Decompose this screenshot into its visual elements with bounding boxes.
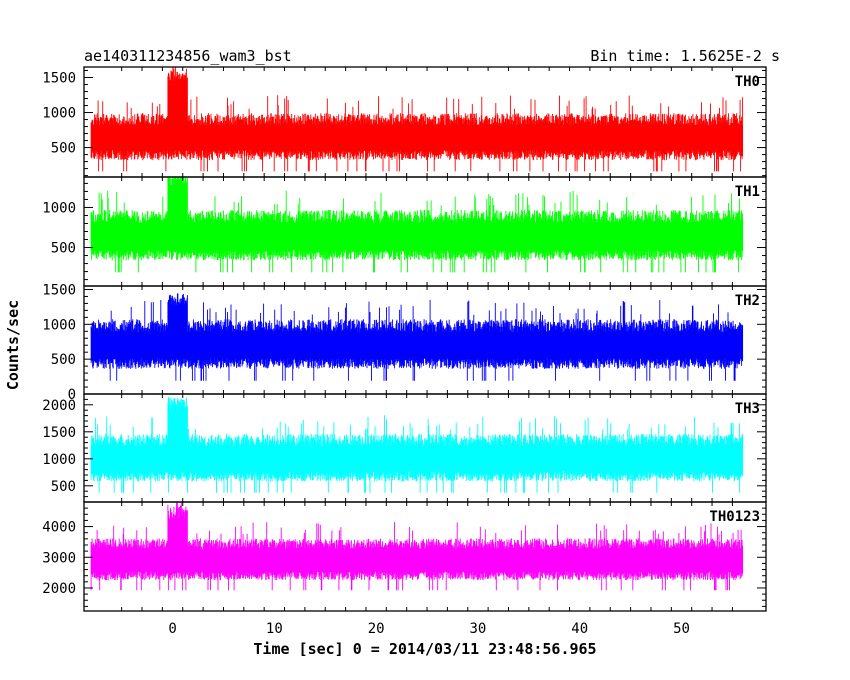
panel-label: TH0 xyxy=(735,74,760,90)
chart-title-right: Bin time: 1.5625E-2 s xyxy=(590,47,780,65)
x-axis-label: Time [sec] 0 = 2014/03/11 23:48:56.965 xyxy=(253,640,596,658)
x-tick-label: 30 xyxy=(470,621,487,637)
y-tick-label: 500 xyxy=(51,141,76,157)
y-tick-label: 1000 xyxy=(42,452,76,468)
y-tick-label: 1500 xyxy=(42,71,76,87)
y-tick-label: 2000 xyxy=(42,581,76,597)
series-th0 xyxy=(90,67,744,172)
y-tick-label: 500 xyxy=(51,479,76,495)
y-tick-label: 1000 xyxy=(42,317,76,333)
y-axis-label: Counts/sec xyxy=(4,300,22,390)
series-th1 xyxy=(90,177,744,273)
panel-label: TH2 xyxy=(735,293,760,309)
panel-label: TH1 xyxy=(735,184,760,200)
panel-th0123: 2000 3000 4000 TH0123 xyxy=(42,501,767,612)
x-tick-label: 0 xyxy=(168,621,176,637)
y-tick-label: 1000 xyxy=(42,106,76,122)
series-th3 xyxy=(90,396,744,493)
y-tick-label: 0 xyxy=(68,387,76,403)
panel-th3: 500 1000 1500 2000 TH3 xyxy=(42,393,767,503)
x-tick-label: 10 xyxy=(266,621,283,637)
chart-title-left: ae140311234856_wam3_bst xyxy=(84,47,292,65)
y-tick-label: 1500 xyxy=(42,425,76,441)
series-th0123 xyxy=(90,502,744,591)
panel-label: TH0123 xyxy=(709,509,760,525)
panel-th1: 500 1000 TH1 xyxy=(42,176,767,287)
series-th2 xyxy=(90,293,744,381)
y-tick-label: 500 xyxy=(51,241,76,257)
y-tick-label: 4000 xyxy=(42,520,76,536)
y-tick-label: 500 xyxy=(51,352,76,368)
panel-frame xyxy=(83,501,767,612)
panel-label: TH3 xyxy=(735,401,760,417)
x-tick-label: 40 xyxy=(571,621,588,637)
y-tick-label: 1500 xyxy=(42,282,76,298)
x-tick-label: 50 xyxy=(673,621,690,637)
panel-th0: 500 1000 1500 TH0 xyxy=(42,66,767,178)
panel-th2: 0 500 1000 1500 TH2 xyxy=(42,282,767,403)
x-tick-label: 20 xyxy=(368,621,385,637)
y-tick-label: 1000 xyxy=(42,200,76,216)
y-tick-label: 3000 xyxy=(42,550,76,566)
y-tick-label: 2000 xyxy=(42,398,76,414)
